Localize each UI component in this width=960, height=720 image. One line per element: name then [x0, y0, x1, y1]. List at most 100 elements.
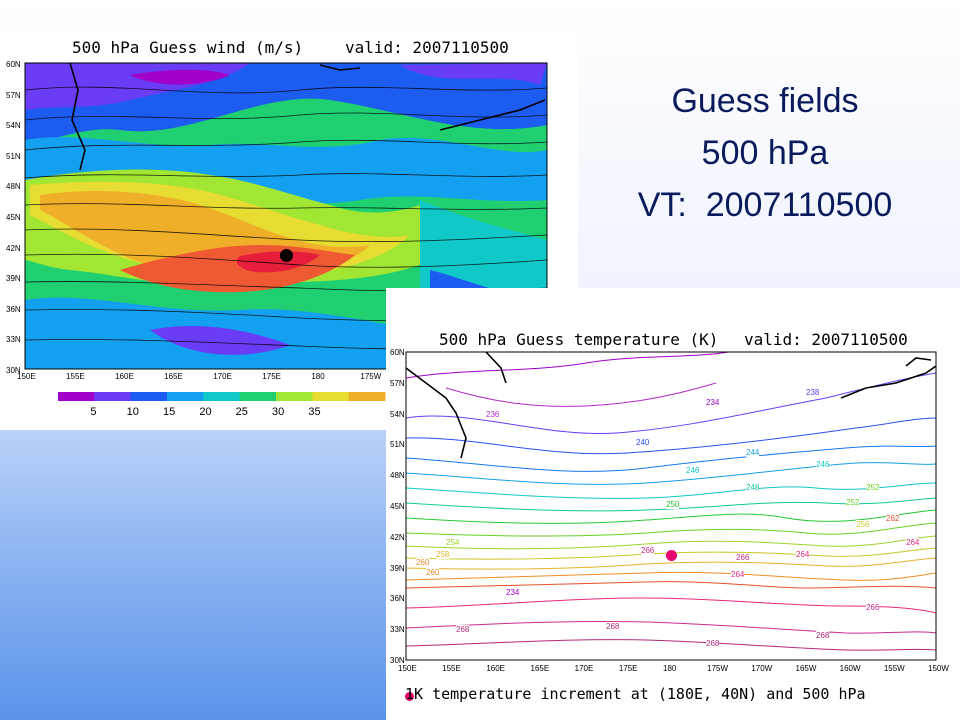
latitude-label: 42N [390, 532, 405, 542]
latitude-label: 48N [6, 182, 21, 192]
contour-label: 246 [686, 466, 700, 475]
longitude-label: 160E [486, 664, 506, 673]
slide-title: Guess fields 500 hPa VT: 2007110500 [585, 75, 945, 231]
wind-colorbar [58, 392, 386, 401]
temperature-contours [406, 352, 936, 651]
contour-label: 260 [426, 568, 440, 577]
contour-label: 238 [806, 388, 820, 397]
longitude-label: 175E [618, 664, 638, 673]
contour-label: 268 [606, 622, 620, 631]
longitude-label: 150E [398, 664, 417, 673]
contour-label: 252 [846, 498, 860, 507]
latitude-label: 54N [6, 121, 21, 131]
latitude-label: 57N [390, 378, 405, 388]
colorbar-tick-label: 35 [308, 406, 321, 418]
latitude-label: 36N [390, 594, 405, 604]
longitude-label: 170E [574, 664, 594, 673]
latitude-label: 51N [6, 151, 21, 161]
caption-legend-dot [405, 692, 414, 701]
contour-label: 234 [506, 588, 520, 597]
latitude-label: 48N [390, 471, 405, 481]
temperature-map-canvas [405, 351, 937, 661]
contour-label: 256 [856, 520, 870, 529]
longitude-label: 155E [66, 372, 85, 381]
contour-label: 240 [636, 438, 650, 447]
latitude-label: 60N [390, 348, 405, 357]
contour-label: 264 [796, 550, 810, 559]
colorbar-swatch [348, 392, 386, 401]
longitude-label: 170E [213, 372, 232, 381]
longitude-label: 175E [262, 372, 281, 381]
longitude-label: 180 [311, 372, 325, 381]
contour-label: 250 [666, 500, 680, 509]
contour-label: 268 [816, 631, 830, 640]
latitude-label: 45N [390, 502, 405, 511]
slide-title-line-3: VT: 2007110500 [637, 186, 893, 224]
latitude-label: 36N [6, 304, 21, 314]
contour-label: 268 [456, 625, 470, 634]
colorbar-tick-label: 10 [126, 406, 139, 418]
contour-label: 236 [486, 410, 500, 419]
colorbar-tick-label: 20 [199, 406, 212, 418]
contour-label: 234 [706, 398, 720, 407]
longitude-label: 165E [530, 664, 550, 673]
contour-label: 266 [736, 553, 750, 562]
longitude-label: 170W [751, 664, 773, 673]
colorbar-swatch [276, 392, 313, 401]
contour-label: 268 [706, 639, 720, 648]
colorbar-swatch [94, 392, 132, 401]
wind-map-title: 500 hPa Guess wind (m/s) [72, 38, 304, 57]
contour-label: 244 [746, 448, 760, 457]
contour-label: 262 [886, 514, 900, 523]
longitude-label: 160W [839, 664, 861, 673]
colorbar-tick-label: 5 [90, 406, 97, 418]
contour-label: 264 [731, 570, 745, 579]
latitude-label: 30N [390, 656, 405, 665]
latitude-label: 39N [390, 563, 405, 573]
longitude-label: 175W [707, 664, 729, 673]
latitude-label: 30N [6, 366, 21, 375]
colorbar-swatch [167, 392, 204, 401]
slide-title-line-1: Guess fields [671, 82, 859, 120]
latitude-label: 51N [390, 440, 405, 450]
latitude-label: 57N [6, 90, 21, 100]
contour-label: 254 [446, 538, 460, 547]
longitude-label: 175W [360, 372, 382, 381]
latitude-label: 54N [390, 409, 405, 419]
temperature-map-marker [666, 550, 677, 561]
contour-label: 252 [866, 483, 880, 492]
colorbar-tick-label: 15 [163, 406, 176, 418]
colorbar-swatch [203, 392, 241, 401]
colorbar-tick-label: 30 [272, 406, 285, 418]
colorbar-swatch [58, 392, 95, 401]
contour-label: 266 [866, 603, 880, 612]
longitude-label: 180 [663, 664, 677, 673]
contour-label: 264 [906, 538, 920, 547]
longitude-label: 155W [883, 664, 905, 673]
latitude-label: 39N [6, 274, 21, 284]
temperature-increment-caption: 1K temperature increment at (180E, 40N) … [405, 685, 866, 703]
colorbar-swatch [312, 392, 350, 401]
colorbar-tick-label: 25 [235, 406, 248, 418]
temperature-map-title: 500 hPa Guess temperature (K) [439, 330, 719, 349]
contour-label: 248 [746, 483, 760, 492]
latitude-label: 33N [390, 625, 405, 635]
contour-label: 258 [436, 550, 450, 559]
latitude-label: 60N [6, 60, 21, 69]
longitude-label: 165W [795, 664, 817, 673]
longitude-label: 150E [17, 372, 36, 381]
contour-label: 246 [816, 460, 830, 469]
wind-map-marker [280, 249, 293, 262]
latitude-label: 42N [6, 243, 21, 253]
longitude-label: 160E [115, 372, 134, 381]
wind-map-valid-time: valid: 2007110500 [345, 38, 509, 57]
contour-label: 266 [641, 546, 655, 555]
contour-label: 260 [416, 558, 430, 567]
temperature-map-valid-time: valid: 2007110500 [744, 330, 908, 349]
colorbar-swatch [130, 392, 168, 401]
longitude-label: 150W [928, 664, 949, 673]
temperature-map-panel: 500 hPa Guess temperature (K) valid: 200… [386, 288, 960, 720]
slide-title-line-2: 500 hPa [701, 134, 829, 172]
longitude-label: 155E [442, 664, 461, 673]
latitude-label: 45N [6, 213, 21, 222]
